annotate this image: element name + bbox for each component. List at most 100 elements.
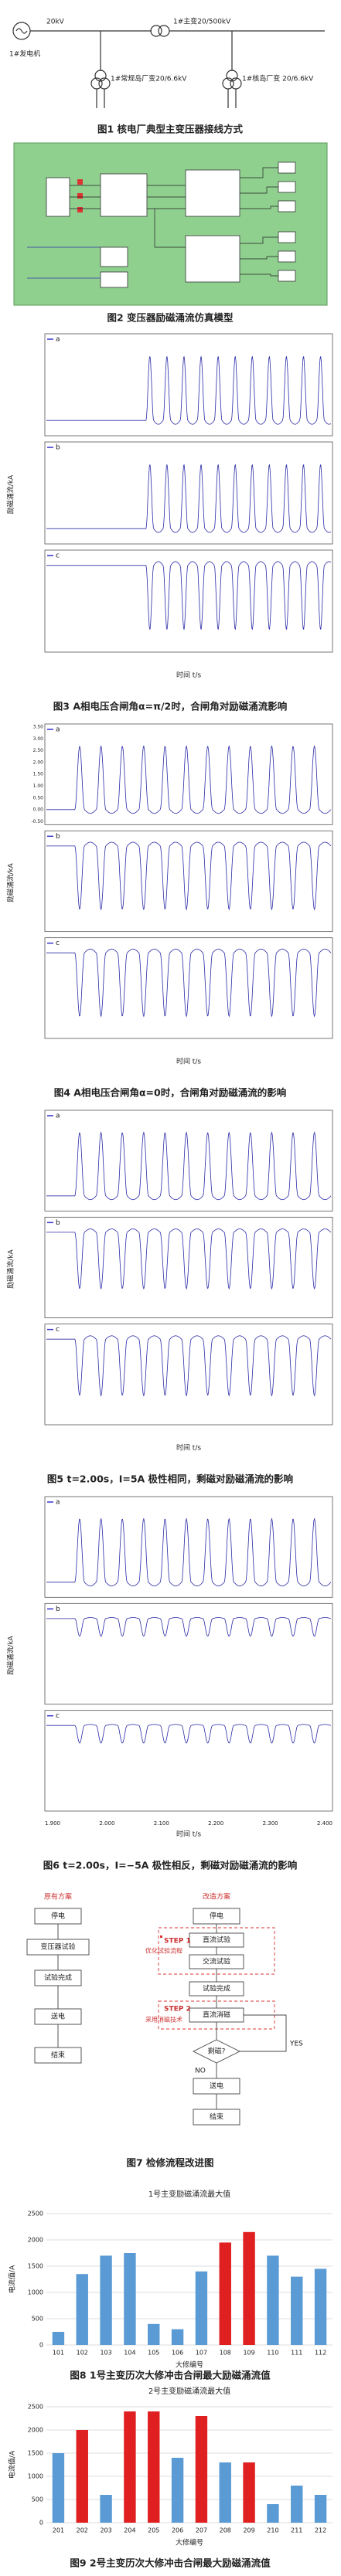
x-tick-label: 107 <box>196 2350 207 2357</box>
panel-legend: a <box>56 1499 60 1507</box>
panel-legend: a <box>56 336 60 344</box>
wiring-diagram <box>12 22 325 108</box>
x-tick-label: 2.100 <box>154 1820 169 1827</box>
bar <box>291 2276 303 2345</box>
bar <box>314 2268 327 2345</box>
bar <box>219 2242 231 2345</box>
y-tick-label: 3.00 <box>33 736 44 742</box>
bar <box>100 2255 112 2345</box>
x-tick-label: 201 <box>53 2527 64 2534</box>
y-tick-label: 500 <box>32 2496 43 2503</box>
panel-legend: c <box>56 1326 60 1334</box>
flow-decision: 剩磁? <box>208 2047 226 2056</box>
x-tick-label: 209 <box>243 2527 254 2534</box>
waveform <box>46 745 332 814</box>
y-tick-label: 2500 <box>28 2404 43 2411</box>
x-tick-label: 204 <box>124 2527 135 2534</box>
generator-label: 1#发电机 <box>9 49 40 59</box>
x-axis-label: 时间 t/s <box>176 1830 201 1839</box>
x-tick-label: 105 <box>148 2350 159 2357</box>
x-tick-label: 106 <box>172 2350 183 2357</box>
bar <box>100 2495 112 2523</box>
bar <box>148 2411 160 2523</box>
y-axis-label: 电流值/A <box>8 2265 17 2293</box>
flow-step: 试验完成 <box>203 1984 230 1993</box>
plot-frame <box>44 1602 333 1705</box>
waveform <box>46 1335 332 1397</box>
waveform <box>46 948 332 1018</box>
y-tick-label: 0.50 <box>33 795 44 800</box>
panel-legend: b <box>56 1606 60 1613</box>
y-axis-label: 励磁涌流/kA <box>6 1249 15 1288</box>
x-axis-label: 时间 t/s <box>176 671 201 680</box>
flowchart <box>26 1908 287 2126</box>
step-note: 采用消磁技术 <box>145 2016 182 2024</box>
y-tick-label: 0.00 <box>33 807 44 813</box>
y-tick-label: 1500 <box>28 2450 43 2457</box>
flow-step: 送电 <box>210 2082 223 2091</box>
bar <box>219 2462 231 2523</box>
x-tick-label: 104 <box>124 2350 135 2357</box>
flow-step: 结束 <box>210 2112 223 2122</box>
panel-legend: b <box>56 833 60 841</box>
y-tick-label: 2000 <box>28 2427 43 2434</box>
y-axis-label: 励磁涌流/kA <box>6 474 15 514</box>
x-tick-label: 112 <box>315 2350 326 2357</box>
aux-transformer-label: 1#核岛厂变 20/6.6kV <box>242 74 314 83</box>
bar <box>267 2504 279 2523</box>
bar <box>291 2486 303 2523</box>
flow-step: 交流试验 <box>203 1957 230 1966</box>
main-transformer-label: 1#主变20/500kV <box>173 17 231 26</box>
flow-step: 直流消磁 <box>203 2010 230 2020</box>
x-axis-label: 大修编号 <box>176 2360 203 2370</box>
x-tick-label: 206 <box>172 2527 183 2534</box>
waveform <box>46 464 332 533</box>
flow-step: 停电 <box>51 1912 65 1921</box>
x-axis-label: 时间 t/s <box>176 1443 201 1453</box>
x-tick-label: 103 <box>100 2350 111 2357</box>
waveform <box>46 1724 332 1744</box>
figure-caption: 图1 核电厂典型主变压器接线方式 <box>97 124 244 135</box>
panel-legend: b <box>56 444 60 452</box>
x-tick-label: 203 <box>100 2527 111 2534</box>
panel-legend: c <box>56 940 60 947</box>
waveform <box>46 1617 332 1637</box>
chart-title: 2号主变励磁涌流最大值 <box>148 2386 230 2396</box>
waveform <box>46 561 332 630</box>
x-axis-label: 大修编号 <box>176 2538 203 2547</box>
flow-yes: YES <box>289 2041 303 2048</box>
y-tick-label: 500 <box>32 2316 43 2323</box>
bar <box>76 2274 88 2345</box>
step-markers <box>160 1935 162 1938</box>
y-tick-label: 1000 <box>28 2473 43 2480</box>
flow-step: 停电 <box>210 1912 223 1921</box>
x-tick-label: 207 <box>196 2527 207 2534</box>
x-tick-label: 2.400 <box>317 1820 332 1827</box>
bar <box>52 2332 65 2345</box>
x-tick-label: 110 <box>267 2350 278 2357</box>
bar <box>124 2253 136 2345</box>
y-tick-label: 0 <box>39 2520 43 2527</box>
figure-caption: 图4 A相电压合闸角α=0时，合闸角对励磁涌流的影响 <box>54 1087 286 1099</box>
bar <box>52 2453 65 2523</box>
figure-caption: 图9 2号主变历次大修冲击合闸最大励磁涌流值 <box>70 2557 271 2569</box>
x-tick-label: 111 <box>291 2350 302 2357</box>
flow-step: 试验完成 <box>44 1973 72 1983</box>
flow-title: 原有方案 <box>44 1892 72 1901</box>
x-tick-label: 1.900 <box>45 1820 60 1827</box>
x-tick-label: 108 <box>220 2350 231 2357</box>
flow-step: 变压器试验 <box>40 1942 75 1952</box>
x-tick-label: 2.000 <box>99 1820 114 1827</box>
bar <box>124 2411 136 2523</box>
figure-caption: 图3 A相电压合闸角α=π/2时，合闸角对励磁涌流影响 <box>53 701 287 712</box>
bar <box>171 2458 184 2523</box>
panel-legend: a <box>56 1113 60 1120</box>
bar <box>314 2495 327 2523</box>
bar <box>195 2271 208 2345</box>
panel-legend: c <box>56 1712 60 1720</box>
bar <box>171 2329 184 2345</box>
flow-step: 结束 <box>51 2051 65 2060</box>
step-label: STEP 1 <box>164 1938 191 1946</box>
waveform <box>46 1229 332 1290</box>
